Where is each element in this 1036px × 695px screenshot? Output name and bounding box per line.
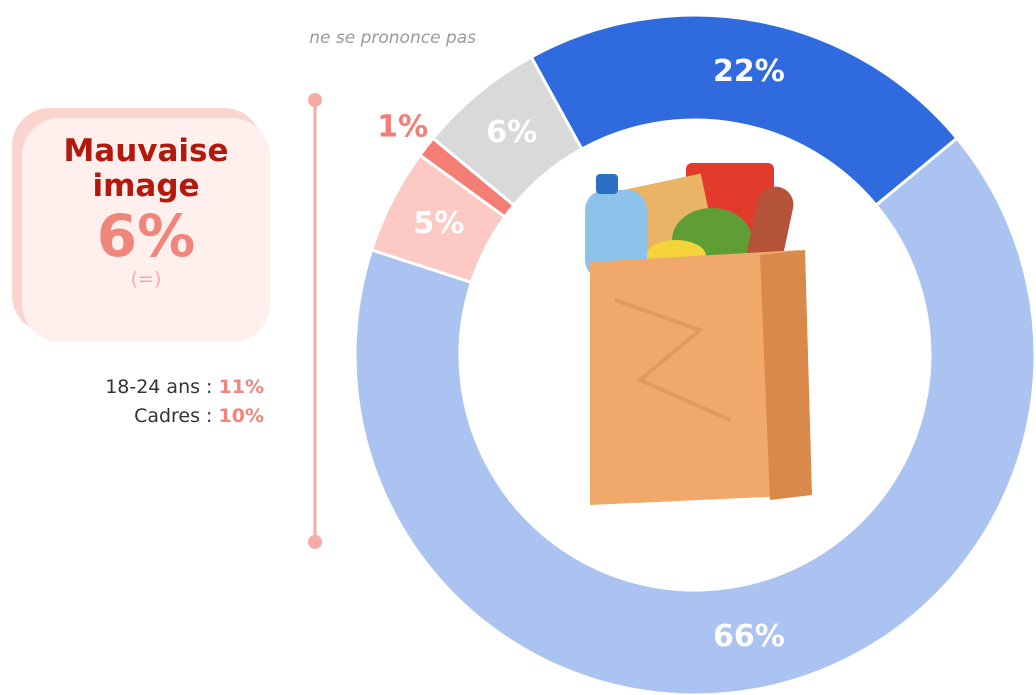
grocery-bag-illustration [585,163,812,505]
detail-row: Cadres : 10% [30,402,264,431]
donut-segment [430,55,584,208]
detail-label: 18-24 ans : [105,376,213,398]
detail-label: Cadres : [134,405,213,427]
category-label: ne se prononce pas [309,28,476,48]
value-label: 22% [713,54,785,89]
value-label: 5% [413,206,464,241]
divider-dot [308,535,322,549]
callout-value: 6% [96,202,196,270]
value-label: 6% [486,115,537,150]
donut: 22% 66% 5% 1% 6% [353,13,1036,695]
callout-title: Mauvaise image [63,133,229,204]
value-label: 66% [713,619,785,654]
donut-segment [529,13,960,208]
detail-value: 10% [218,405,264,427]
details: 18-24 ans : 11% Cadres : 10% [30,373,264,431]
divider-dot [308,93,322,107]
callout-change: (=) [130,268,162,290]
callout-card: Mauvaise image 6% (=) [22,118,270,342]
donut-segment [353,136,1036,695]
value-label: 1% [377,110,428,145]
detail-value: 11% [218,376,264,398]
detail-row: 18-24 ans : 11% [30,373,264,402]
